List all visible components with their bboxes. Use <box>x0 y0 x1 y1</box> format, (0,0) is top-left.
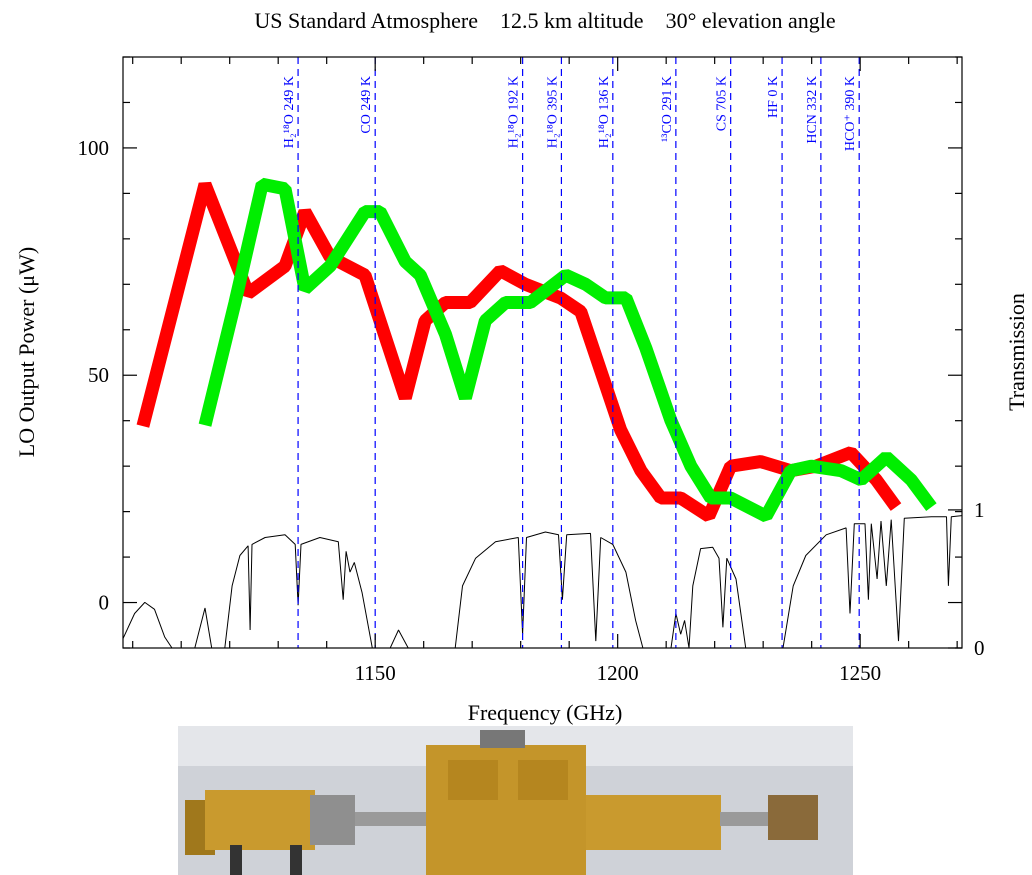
x-tick-label: 1200 <box>597 661 639 685</box>
y2-tick-label: 0 <box>974 636 985 660</box>
y-tick-label: 0 <box>99 591 110 615</box>
species-label: HCN 332 K <box>805 76 820 144</box>
transmission-line <box>123 515 962 648</box>
x-tick-label: 1150 <box>355 661 396 685</box>
plot-frame <box>122 56 963 649</box>
species-label: CS 705 K <box>715 76 730 131</box>
species-label: CO 249 K <box>359 76 374 134</box>
species-label: H₂¹⁸O 192 K <box>507 76 522 148</box>
power-band <box>136 181 902 522</box>
species-label: ¹³CO 291 K <box>660 76 675 142</box>
plot-area: H₂¹⁸O 249 K CO 249 K H₂¹⁸O 192 K H₂¹⁸O 395 … <box>123 57 962 648</box>
species-label: H₂¹⁸O 249 K <box>282 76 297 148</box>
y2-axis-label: Transmission <box>1004 293 1029 411</box>
species-label: H₂¹⁸O 136 K <box>597 76 612 148</box>
x-axis-label: Frequency (GHz) <box>468 700 623 725</box>
species-label: H₂¹⁸O 395 K <box>545 76 560 148</box>
power-band <box>198 177 937 522</box>
x-tick-label: 1250 <box>839 661 881 685</box>
photo <box>178 726 853 875</box>
y-axis-label: LO Output Power (μW) <box>14 247 39 457</box>
chart-title: US Standard Atmosphere 12.5 km altitude … <box>254 8 835 33</box>
species-label: HF 0 K <box>766 76 781 118</box>
y-tick-label: 50 <box>88 363 109 387</box>
series-group <box>123 177 962 648</box>
y-tick-label: 100 <box>78 136 110 160</box>
y2-tick-label: 1 <box>974 498 985 522</box>
species-label: HCO⁺ 390 K <box>843 76 858 151</box>
